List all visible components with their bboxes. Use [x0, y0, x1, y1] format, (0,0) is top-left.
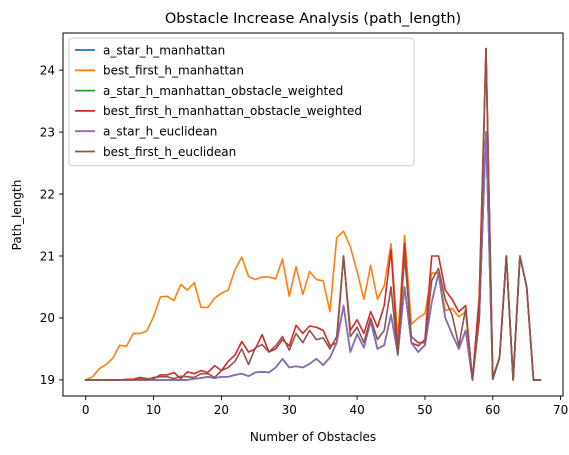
- x-axis: 0 10 20 30 40 50 60 70: [82, 396, 568, 417]
- y-tick-label: 19: [40, 373, 55, 387]
- y-tick-label: 23: [40, 125, 55, 139]
- y-axis: 19 20 21 22 23 24: [40, 63, 63, 387]
- y-axis-label: Path_length: [10, 180, 24, 251]
- legend-box: [68, 37, 415, 167]
- x-tick-label: 30: [282, 403, 297, 417]
- y-tick-label: 22: [40, 187, 55, 201]
- y-tick-label: 24: [40, 63, 55, 77]
- chart-title: Obstacle Increase Analysis (path_length): [165, 11, 461, 27]
- plot-area-frame: [62, 32, 564, 397]
- legend-entry-label: a_star_h_manhattan_obstacle_weighted: [103, 84, 343, 98]
- y-tick-label: 21: [40, 249, 55, 263]
- x-tick-label: 70: [553, 403, 568, 417]
- x-tick-label: 40: [349, 403, 364, 417]
- legend-entry-label: a_star_h_manhattan: [103, 43, 225, 57]
- series-layer: [84, 47, 542, 381]
- x-tick-label: 20: [214, 403, 229, 417]
- legend-entry-label: a_star_h_euclidean: [103, 125, 217, 139]
- x-tick-label: 0: [82, 403, 90, 417]
- y-tick-label: 20: [40, 311, 55, 325]
- x-axis-label: Number of Obstacles: [250, 430, 376, 444]
- series-line-a-star-h-euclidean: [84, 131, 542, 381]
- x-tick-label: 10: [146, 403, 161, 417]
- legend-entry-label: best_first_h_manhattan: [103, 64, 244, 78]
- legend: a_star_h_manhattan best_first_h_manhattan…: [68, 37, 415, 167]
- legend-entry-label: best_first_h_manhattan_obstacle_weighted: [103, 104, 362, 118]
- x-tick-label: 50: [417, 403, 432, 417]
- series-line-best-first-h-manhattan-obstacle-weighted: [84, 47, 542, 381]
- series-line-best-first-h-euclidean: [84, 47, 542, 381]
- legend-entry-label: best_first_h_euclidean: [103, 145, 236, 159]
- x-tick-label: 60: [485, 403, 500, 417]
